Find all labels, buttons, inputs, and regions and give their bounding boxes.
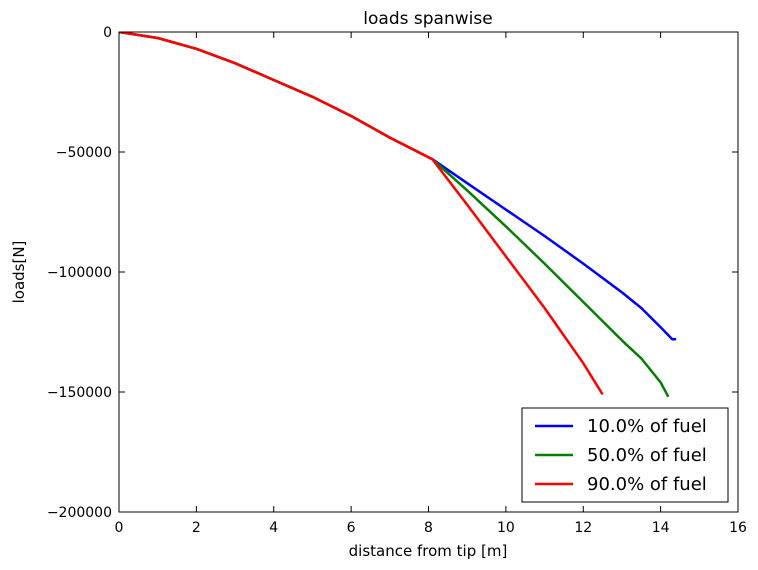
- x-tick-label: 2: [192, 520, 201, 536]
- x-tick-label: 10: [497, 520, 515, 536]
- y-tick-label: −150000: [47, 385, 112, 401]
- legend-label-90: 90.0% of fuel: [587, 474, 707, 495]
- x-tick-label: 8: [424, 520, 433, 536]
- x-axis: 0 2 4 6 8 10 12 14 16: [115, 32, 747, 536]
- x-tick-label: 0: [115, 520, 124, 536]
- y-tick-label: −50000: [56, 145, 112, 161]
- legend: 10.0% of fuel 50.0% of fuel 90.0% of fue…: [521, 407, 729, 503]
- x-tick-label: 16: [729, 520, 747, 536]
- y-tick-label: 0: [103, 25, 112, 41]
- series-line-1: [119, 32, 670, 398]
- y-axis-title: loads[N]: [10, 241, 28, 304]
- legend-label-50: 50.0% of fuel: [587, 445, 707, 466]
- x-tick-label: 14: [652, 520, 670, 536]
- y-tick-label: −100000: [47, 265, 112, 281]
- x-tick-label: 6: [347, 520, 356, 536]
- series-line-2: [119, 32, 604, 396]
- chart-title: loads spanwise: [363, 9, 492, 29]
- legend-label-10: 10.0% of fuel: [587, 416, 707, 437]
- series-line-0: [119, 32, 677, 341]
- y-axis: 0 −50000 −100000 −150000 −200000: [47, 25, 738, 521]
- x-axis-title: distance from tip [m]: [349, 542, 508, 560]
- x-tick-label: 12: [574, 520, 592, 536]
- series-layer: [119, 32, 677, 398]
- y-tick-label: −200000: [47, 505, 112, 521]
- x-tick-label: 4: [269, 520, 278, 536]
